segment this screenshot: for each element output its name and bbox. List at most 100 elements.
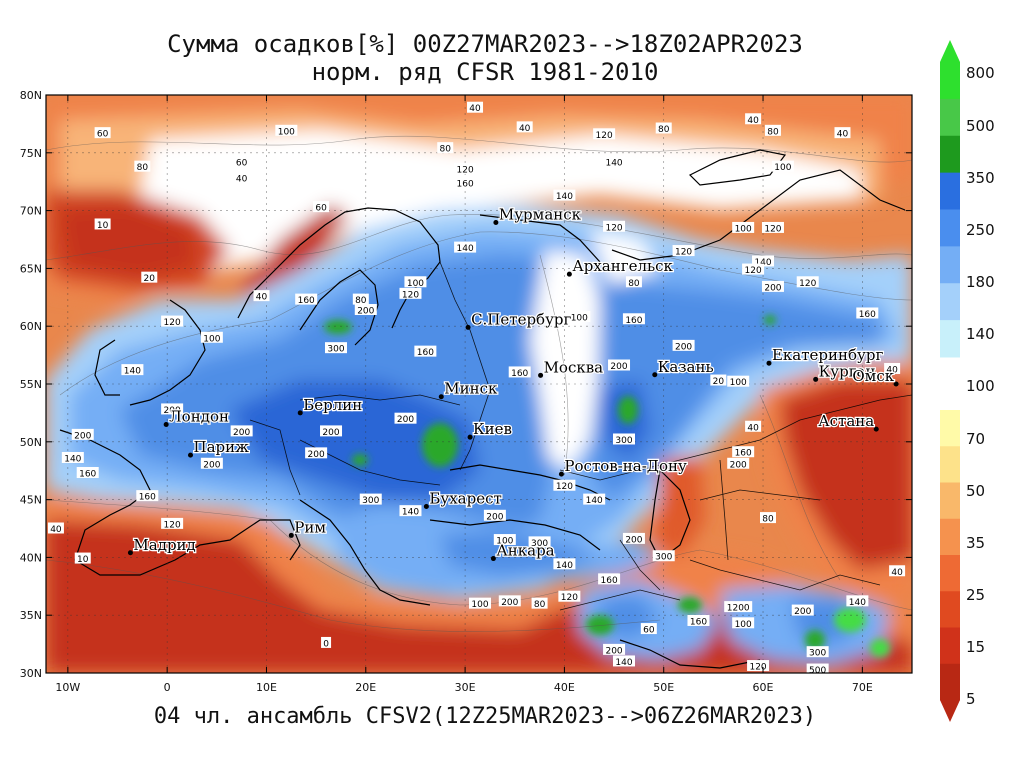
svg-text:120: 120 <box>164 318 181 328</box>
svg-text:20: 20 <box>713 377 725 387</box>
contour-label: 200 <box>483 509 506 522</box>
contour-label: 10 <box>94 218 111 231</box>
city-label: Лондон <box>169 407 229 425</box>
svg-text:140: 140 <box>402 508 419 518</box>
colorbar-label: 25 <box>966 586 985 604</box>
contour-label: 200 <box>230 425 253 438</box>
contour-label: 80 <box>625 276 642 289</box>
contour-label: 80 <box>655 122 672 135</box>
svg-text:120: 120 <box>561 593 578 603</box>
city-marker: Минск <box>438 378 499 400</box>
contour-label: 160 <box>454 176 477 189</box>
contour-label: 120 <box>761 221 784 234</box>
colorbar-swatch <box>940 663 960 701</box>
contour-label: 10 <box>74 552 91 565</box>
svg-text:100: 100 <box>730 378 747 388</box>
svg-text:1200: 1200 <box>727 604 750 614</box>
svg-text:100: 100 <box>278 127 295 137</box>
colorbar-swatch <box>940 172 960 210</box>
lat-tick-label: 80N <box>20 89 42 102</box>
svg-text:140: 140 <box>615 658 632 668</box>
contour-label: 80 <box>764 124 781 137</box>
svg-text:20: 20 <box>144 274 156 284</box>
svg-text:120: 120 <box>745 266 762 276</box>
city-label: Париж <box>193 438 249 456</box>
svg-text:120: 120 <box>749 663 766 673</box>
colorbar-swatch <box>940 410 960 447</box>
contour-label: 100 <box>275 124 298 137</box>
svg-text:60: 60 <box>643 626 655 636</box>
contour-label: 160 <box>414 345 437 358</box>
colorbar-label: 180 <box>966 273 995 291</box>
lon-tick-label: 10W <box>55 681 80 694</box>
svg-text:100: 100 <box>774 163 791 173</box>
svg-text:40: 40 <box>256 293 268 303</box>
contour-label: 140 <box>583 493 606 506</box>
city-marker: Бухарест <box>423 488 503 510</box>
svg-text:80: 80 <box>767 127 779 137</box>
svg-text:200: 200 <box>730 460 747 470</box>
lon-tick-label: 70E <box>852 681 873 694</box>
city-marker: С.Петербург <box>465 309 573 330</box>
city-marker: Астана <box>817 411 879 432</box>
svg-text:120: 120 <box>164 520 181 530</box>
city-label: Минск <box>444 380 498 398</box>
contour-label: 80 <box>134 160 151 173</box>
city-label: Омск <box>852 367 894 385</box>
lat-tick-label: 75N <box>20 147 42 160</box>
svg-text:40: 40 <box>469 104 481 114</box>
contour-label: 200 <box>608 359 631 372</box>
svg-text:140: 140 <box>64 454 81 464</box>
contour-label: 40 <box>745 113 762 126</box>
colorbar-swatch <box>940 446 960 483</box>
contour-label: 120 <box>558 590 581 603</box>
city-marker: Мадрид <box>127 535 197 556</box>
contour-label: 40 <box>253 290 270 303</box>
svg-text:200: 200 <box>764 283 781 293</box>
svg-text:10: 10 <box>77 555 89 565</box>
contour-label: 160 <box>295 293 318 306</box>
city-marker: Ростов-на-Дону <box>558 456 688 477</box>
contour-label: 140 <box>603 156 626 169</box>
city-label: Мурманск <box>499 206 582 224</box>
map-title: Сумма осадков[%] 00Z27MAR2023-->18Z02APR… <box>167 30 803 58</box>
lon-tick-label: 10E <box>256 681 277 694</box>
svg-text:120: 120 <box>799 279 816 289</box>
contour-label: 0 <box>321 636 332 649</box>
colorbar-label: 350 <box>966 169 995 187</box>
svg-text:80: 80 <box>355 296 367 306</box>
city-label: Бухарест <box>429 490 501 508</box>
svg-text:80: 80 <box>762 515 774 525</box>
lat-tick-label: 55N <box>20 378 42 391</box>
contour-label: 40 <box>467 101 484 114</box>
svg-text:40: 40 <box>519 124 531 134</box>
colorbar-swatch <box>940 62 960 100</box>
svg-text:140: 140 <box>556 192 573 202</box>
svg-text:140: 140 <box>586 496 603 506</box>
svg-text:300: 300 <box>327 345 344 355</box>
contour-label: 120 <box>593 128 616 141</box>
svg-text:120: 120 <box>556 482 573 492</box>
svg-text:80: 80 <box>628 279 640 289</box>
city-label: Москва <box>544 358 604 376</box>
lon-tick-label: 0 <box>164 681 171 694</box>
svg-text:200: 200 <box>322 428 339 438</box>
contour-label: 200 <box>498 595 521 608</box>
contour-label: 60 <box>94 127 111 140</box>
colorbar-label: 50 <box>966 482 985 500</box>
colorbar-label: 70 <box>966 430 985 448</box>
svg-text:200: 200 <box>625 535 642 545</box>
contour-label: 100 <box>727 375 750 388</box>
svg-text:60: 60 <box>315 204 327 214</box>
svg-text:300: 300 <box>615 436 632 446</box>
svg-text:80: 80 <box>534 600 546 610</box>
svg-text:160: 160 <box>601 576 618 586</box>
city-marker: Рим <box>288 517 328 538</box>
city-marker: Казань <box>652 357 715 378</box>
lat-tick-label: 35N <box>20 609 42 622</box>
svg-text:160: 160 <box>625 316 642 326</box>
contour-label: 500 <box>806 663 829 673</box>
contour-label: 160 <box>136 490 159 503</box>
